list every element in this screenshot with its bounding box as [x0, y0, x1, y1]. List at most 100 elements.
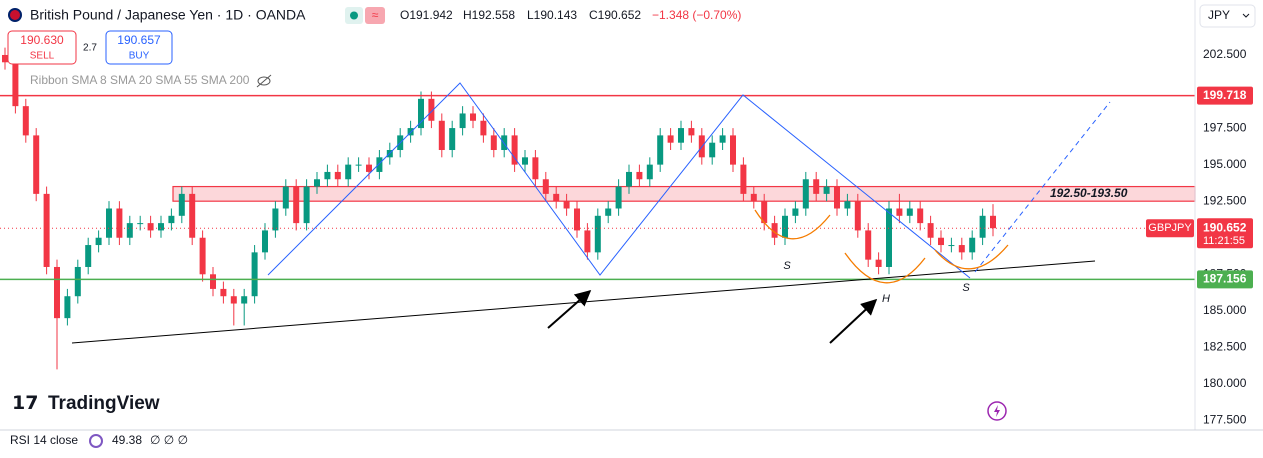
candle-body: [230, 296, 237, 304]
candle-body: [990, 215, 996, 229]
candle-body: [615, 186, 622, 209]
candle-body: [74, 266, 81, 297]
candle-body: [428, 98, 435, 121]
candle-body: [345, 164, 352, 180]
symbol-tag-bg: [1146, 219, 1194, 238]
candle-body: [376, 157, 383, 172]
arc-left-shoulder: [754, 209, 831, 240]
candle-body: [906, 208, 913, 216]
spread: 2.7: [83, 43, 97, 54]
arc-right-shoulder: [934, 244, 1009, 270]
y-tick-label: 177.500: [1203, 413, 1247, 427]
candle-body: [802, 179, 809, 209]
y-tick-label: 185.000: [1203, 303, 1247, 317]
candle-body: [54, 266, 60, 319]
candle-body: [511, 135, 518, 165]
candle-body: [782, 215, 788, 238]
candle-body: [459, 113, 466, 129]
candle-body: [740, 164, 747, 194]
arc-head: [844, 252, 926, 284]
candle-body: [688, 128, 695, 136]
candle-body: [958, 245, 965, 253]
buy-button[interactable]: [105, 30, 173, 65]
rsi-value: 49.38: [112, 433, 142, 447]
candle-body: [490, 135, 497, 151]
dropdown-caret: [1242, 13, 1250, 18]
candle-body: [792, 208, 799, 216]
candle-body: [12, 62, 19, 107]
tv-mark: 𝟭𝟳: [12, 393, 38, 414]
candle-body: [241, 296, 248, 304]
currency-select[interactable]: [1199, 4, 1256, 28]
y-tick-label: 192.500: [1203, 193, 1247, 207]
level-label: 187.156: [1203, 271, 1247, 285]
y-tick-label: 182.500: [1203, 340, 1247, 354]
candle-body: [730, 135, 736, 165]
countdown: 11:21:55: [1203, 235, 1245, 247]
rsi-extra: ∅ ∅ ∅: [150, 433, 188, 447]
candle-body: [147, 223, 154, 231]
candle-body: [605, 208, 612, 216]
candle-body: [64, 296, 71, 319]
candle-body: [262, 230, 268, 253]
candle-body: [584, 230, 591, 253]
candle-body: [553, 193, 560, 202]
candle-body: [210, 274, 216, 289]
candle-body: [834, 186, 840, 209]
candle-body: [189, 193, 196, 238]
candle-body: [480, 120, 487, 136]
status-dot: [350, 11, 358, 20]
candle-body: [366, 164, 372, 172]
zone: [172, 185, 1196, 202]
hide-icon-slash: [256, 74, 272, 88]
candle-body: [33, 135, 40, 194]
arrow: [547, 289, 592, 329]
candle-body: [844, 201, 851, 209]
pattern-label: H: [882, 293, 890, 305]
buy-price: 190.657: [117, 33, 161, 47]
candle-body: [272, 208, 279, 231]
ohlc-close: C190.652: [589, 8, 641, 22]
candle-body: [917, 208, 924, 224]
pattern-label: S: [962, 282, 970, 294]
indicator-legend[interactable]: Ribbon SMA 8 SMA 20 SMA 55 SMA 200: [30, 73, 250, 87]
candle-body: [771, 223, 778, 238]
header-bg: [0, 0, 1195, 28]
status-icon[interactable]: [365, 7, 385, 24]
candle-body: [438, 120, 445, 151]
candle-body: [927, 223, 934, 238]
ohlc-high: H192.558: [463, 8, 515, 22]
candle-body: [43, 193, 50, 267]
candle-body: [282, 186, 289, 209]
candle-body: [750, 193, 757, 202]
candle-body: [657, 135, 664, 165]
candle-body: [594, 215, 601, 253]
candle-body: [126, 223, 133, 238]
y-tick-label: 202.500: [1203, 47, 1247, 61]
candle-body: [563, 201, 570, 209]
hide-icon[interactable]: [257, 76, 271, 86]
candle-body: [667, 135, 674, 143]
status-sign: ≈: [372, 8, 379, 22]
candle-body: [761, 201, 768, 224]
y-tick-label: 180.000: [1203, 376, 1247, 390]
candle-body: [938, 237, 944, 246]
candle-body: [948, 245, 955, 247]
sell-button[interactable]: [7, 30, 77, 65]
candle-body: [709, 142, 716, 158]
candle-body: [875, 259, 882, 267]
candle-body: [22, 106, 29, 136]
projection: [974, 101, 1111, 273]
ohlc-change: −1.348 (−0.70%): [652, 8, 741, 22]
lightning-button[interactable]: [987, 401, 1007, 421]
candle-body: [574, 208, 580, 231]
candle-body: [199, 237, 206, 275]
rsi-label[interactable]: RSI 14 close: [10, 433, 78, 447]
plot-area: 192.50-193.50: [0, 47, 1196, 370]
candle-body: [979, 215, 986, 238]
trendline: [71, 260, 1096, 344]
symbol-title[interactable]: British Pound / Japanese Yen · 1D · OAND…: [30, 7, 306, 23]
sell-label: SELL: [30, 51, 55, 62]
candle-body: [95, 237, 102, 246]
